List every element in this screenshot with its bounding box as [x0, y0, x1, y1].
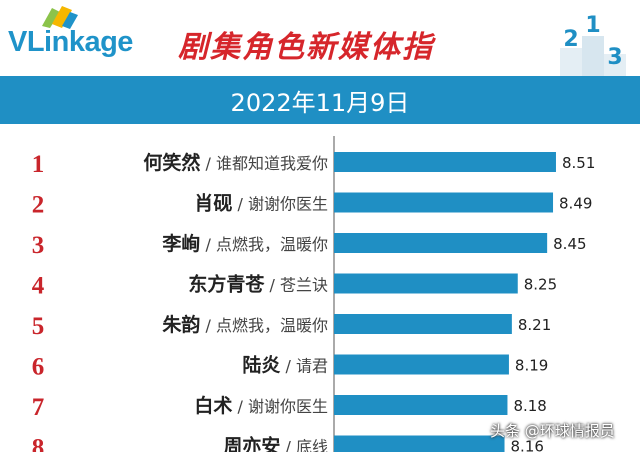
- svg-text:1: 1: [585, 13, 600, 38]
- bar: [334, 314, 512, 334]
- drama-name: / 苍兰诀: [264, 276, 328, 295]
- role-name: 东方青苍: [188, 273, 265, 296]
- header: VLinkage 剧集角色新媒体指 1 2 3: [0, 0, 640, 76]
- drama-name: / 底线: [280, 438, 328, 452]
- role-name: 朱韵: [162, 313, 200, 336]
- date-banner: 2022年11月9日: [0, 76, 640, 124]
- rank-label: 6: [32, 354, 45, 381]
- bar: [334, 273, 518, 294]
- watermark: 头条 @环球情报员: [490, 422, 615, 440]
- drama-name: / 请君: [280, 357, 328, 376]
- svg-text:3: 3: [607, 45, 622, 70]
- rank-label: 5: [32, 313, 45, 340]
- value-label: 8.16: [511, 438, 544, 452]
- value-label: 8.19: [515, 357, 548, 375]
- category-label: 周亦安 / 底线: [223, 435, 328, 452]
- role-name: 肖砚: [194, 192, 232, 215]
- bar: [334, 395, 508, 415]
- category-label: 东方青苍 / 苍兰诀: [188, 273, 328, 296]
- category-label: 何笑然 / 谁都知道我爱你: [143, 151, 328, 174]
- drama-name: / 点燃我，温暖你: [200, 316, 328, 335]
- category-label: 肖砚 / 谢谢你医生: [194, 192, 328, 215]
- bar-chart: 1 何笑然 / 谁都知道我爱你 8.51 2 肖砚 / 谢谢你医生 8.49 3 李峋 / 点…: [32, 136, 595, 452]
- category-label: 朱韵 / 点燃我，温暖你: [162, 313, 328, 336]
- value-label: 8.18: [513, 397, 546, 415]
- drama-name: / 谁都知道我爱你: [200, 154, 328, 173]
- bar: [334, 435, 505, 452]
- bar: [334, 192, 554, 213]
- drama-name: / 谢谢你医生: [232, 397, 328, 416]
- logo-letter-v: V: [8, 26, 27, 58]
- date-label: 2022年11月9日: [230, 88, 410, 117]
- rank-label: 2: [32, 192, 45, 219]
- category-label: 陆炎 / 请君: [242, 354, 328, 377]
- value-label: 8.25: [524, 276, 557, 294]
- value-label: 8.45: [553, 235, 586, 253]
- rank-label: 3: [32, 232, 45, 259]
- brand-logo: VLinkage: [8, 26, 133, 59]
- role-name: 白术: [194, 394, 232, 417]
- rank-label: 8: [32, 435, 45, 452]
- drama-name: / 谢谢你医生: [232, 195, 328, 214]
- logo-mark-icon: [42, 6, 78, 29]
- podium-icon: 1 2 3: [560, 13, 626, 76]
- page-title: 剧集角色新媒体指: [178, 30, 434, 65]
- bar: [334, 354, 509, 375]
- svg-text:2: 2: [563, 27, 578, 52]
- role-name: 何笑然: [143, 151, 200, 174]
- rank-label: 7: [32, 394, 45, 421]
- role-name: 周亦安: [223, 435, 280, 452]
- rank-label: 4: [32, 273, 45, 300]
- value-label: 8.51: [562, 154, 595, 172]
- bar: [334, 152, 556, 172]
- value-label: 8.21: [518, 316, 551, 334]
- rank-label: 1: [32, 151, 45, 178]
- drama-name: / 点燃我，温暖你: [200, 235, 328, 254]
- bar: [334, 233, 548, 253]
- logo-wordmark: Linkage: [26, 26, 134, 58]
- role-name: 陆炎: [242, 354, 280, 377]
- value-label: 8.49: [559, 195, 592, 213]
- role-name: 李峋: [161, 232, 200, 255]
- category-label: 李峋 / 点燃我，温暖你: [161, 232, 328, 255]
- category-label: 白术 / 谢谢你医生: [194, 394, 328, 417]
